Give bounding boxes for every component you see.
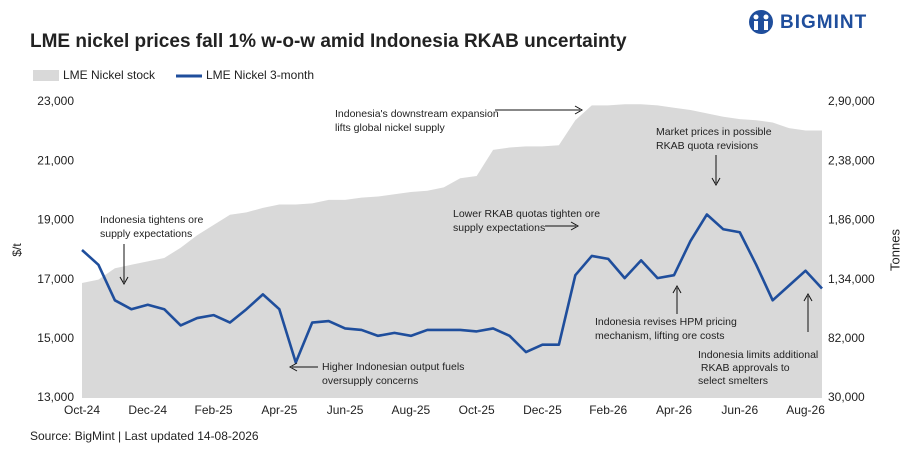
annotation-line: supply expectations	[453, 222, 545, 234]
x-tick-label: Feb-25	[195, 403, 233, 417]
annotation-line: oversupply concerns	[322, 375, 418, 387]
annotation: Indonesia revises HPM pricing mechanism, …	[595, 316, 737, 342]
x-tick-label: Dec-24	[128, 403, 167, 417]
y2-tick-label: 2,90,000	[828, 94, 875, 108]
legend-swatch	[33, 70, 59, 81]
x-tick-label: Feb-26	[589, 403, 627, 417]
y2-tick-label: 2,38,000	[828, 153, 875, 167]
y-tick-label: 17,000	[37, 272, 74, 286]
line	[81, 213, 823, 364]
logo: BIGMINT	[749, 10, 867, 34]
y2-tick-label: 1,34,000	[828, 272, 875, 286]
arrow	[545, 221, 580, 231]
annotation-line: Indonesia limits additional	[698, 349, 818, 361]
brand: BIGMINT	[780, 12, 867, 33]
arrow	[672, 284, 682, 314]
y-axis-title: $/t	[10, 243, 24, 257]
x-tick-label: Oct-24	[64, 403, 100, 417]
arrow	[803, 292, 813, 332]
x-tick-label: Oct-25	[459, 403, 495, 417]
annotations: Indonesia tightens ore supply expectation…	[100, 105, 818, 387]
annotation: Indonesia's downstream expansion lifts gl…	[335, 108, 499, 134]
annotation: Indonesia limits additional RKAB approva…	[698, 349, 818, 387]
x-tick-label: Jun-26	[721, 403, 758, 417]
y2-tick-label: 1,86,000	[828, 213, 875, 227]
chart-title: LME nickel prices fall 1% w-o-w amid Ind…	[30, 31, 627, 52]
arrow	[495, 105, 584, 115]
annotation-line: RKAB approvals to	[698, 362, 790, 374]
logo-icon	[763, 14, 769, 20]
annotation-line: Lower RKAB quotas tighten ore	[453, 208, 600, 220]
annotation-line: Market prices in possible	[656, 126, 772, 138]
logo-icon	[754, 21, 758, 30]
annotation-line: mechanism, lifting ore costs	[595, 330, 725, 342]
x-tick-label: Aug-25	[392, 403, 431, 417]
x-tick-label: Aug-26	[786, 403, 825, 417]
x-tick-label: Apr-26	[656, 403, 692, 417]
annotation-line: Indonesia's downstream expansion	[335, 108, 499, 120]
annotation-line: select smelters	[698, 375, 768, 387]
annotation-line: supply expectations	[100, 228, 192, 240]
annotation-line: Indonesia tightens ore	[100, 214, 203, 226]
annotation-line: Indonesia revises HPM pricing	[595, 316, 737, 328]
arrow	[711, 155, 721, 187]
annotation: Lower RKAB quotas tighten ore supply expe…	[453, 208, 600, 234]
annotation-line: Higher Indonesian output fuels	[322, 361, 464, 373]
y-tick-label: 23,000	[37, 94, 74, 108]
annotation-line: lifts global nickel supply	[335, 122, 445, 134]
annotation: Indonesia tightens ore supply expectation…	[100, 214, 203, 240]
legend-label: LME Nickel stock	[63, 68, 156, 82]
area	[82, 104, 822, 399]
x-tick-label: Dec-25	[523, 403, 562, 417]
plot: 13,000 15,000 17,000 19,000 21,000 23,000 30,0…	[37, 94, 875, 417]
y2-tick-label: 82,000	[828, 331, 865, 345]
arrow	[119, 244, 129, 286]
legend-label: LME Nickel 3-month	[206, 68, 314, 82]
logo-icon	[749, 10, 773, 34]
y-tick-label: 13,000	[37, 390, 74, 404]
y-tick-label: 21,000	[37, 153, 74, 167]
annotation-line: RKAB quota revisions	[656, 140, 758, 152]
source: Source: BigMint | Last updated 14-08-202…	[30, 429, 259, 443]
y-tick-label: 19,000	[37, 213, 74, 227]
logo-icon	[764, 21, 768, 30]
x-tick-label: Jun-25	[327, 403, 364, 417]
annotation: Market prices in possible RKAB quota revi…	[656, 126, 772, 152]
y2-axis-title: Tonnes	[887, 229, 902, 271]
arrow	[288, 362, 318, 372]
y2-tick-label: 30,000	[828, 390, 865, 404]
x-tick-label: Apr-25	[261, 403, 297, 417]
annotation: Higher Indonesian output fuels oversupply…	[322, 361, 464, 387]
logo-icon	[753, 14, 759, 20]
y-tick-label: 15,000	[37, 331, 74, 345]
